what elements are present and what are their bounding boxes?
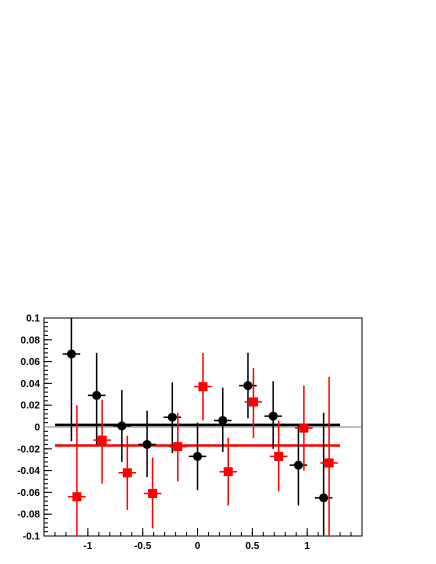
data-point-square	[198, 382, 208, 392]
y-tick-label: 0.08	[21, 335, 41, 346]
x-tick-label: 0	[195, 541, 201, 552]
data-point-square	[72, 492, 82, 502]
data-point-square	[324, 458, 334, 468]
x-tick-label: -0.5	[134, 541, 152, 552]
y-tick-label: -0.02	[17, 444, 40, 455]
y-tick-label: -0.04	[17, 466, 40, 477]
data-point-circle	[117, 421, 127, 431]
data-point-square	[122, 468, 132, 478]
data-point-square	[223, 467, 233, 477]
y-tick-label: 0.1	[26, 314, 40, 325]
y-tick-label: 0	[34, 423, 40, 434]
data-point-circle	[66, 349, 76, 359]
x-tick-label: 1	[304, 541, 310, 552]
y-tick-label: -0.06	[17, 488, 40, 499]
data-point-circle	[142, 439, 152, 449]
data-point-square	[97, 435, 107, 445]
y-tick-label: -0.08	[17, 510, 40, 521]
data-point-square	[274, 451, 284, 461]
data-point-circle	[293, 460, 303, 470]
data-point-circle	[319, 493, 329, 503]
data-point-circle	[218, 415, 228, 425]
y-tick-label: 0.06	[21, 357, 41, 368]
data-point-circle	[92, 390, 102, 400]
y-tick-label: 0.02	[21, 401, 41, 412]
data-point-circle	[268, 411, 278, 421]
data-point-square	[173, 442, 183, 452]
data-point-square	[148, 488, 158, 498]
y-tick-label: 0.04	[21, 379, 41, 390]
data-point-circle	[243, 381, 253, 391]
data-point-square	[248, 397, 258, 407]
data-point-circle	[167, 412, 177, 422]
y-tick-label: -0.1	[23, 532, 41, 543]
data-point-square	[299, 423, 309, 433]
x-tick-label: -1	[83, 541, 92, 552]
data-point-circle	[193, 451, 203, 461]
plot-area: 0.1 0.08 0.06 0.04 0.02 0 -0.02 -0.04 -0.06 -0.08…	[17, 314, 363, 552]
x-tick-label: 0.5	[245, 541, 259, 552]
